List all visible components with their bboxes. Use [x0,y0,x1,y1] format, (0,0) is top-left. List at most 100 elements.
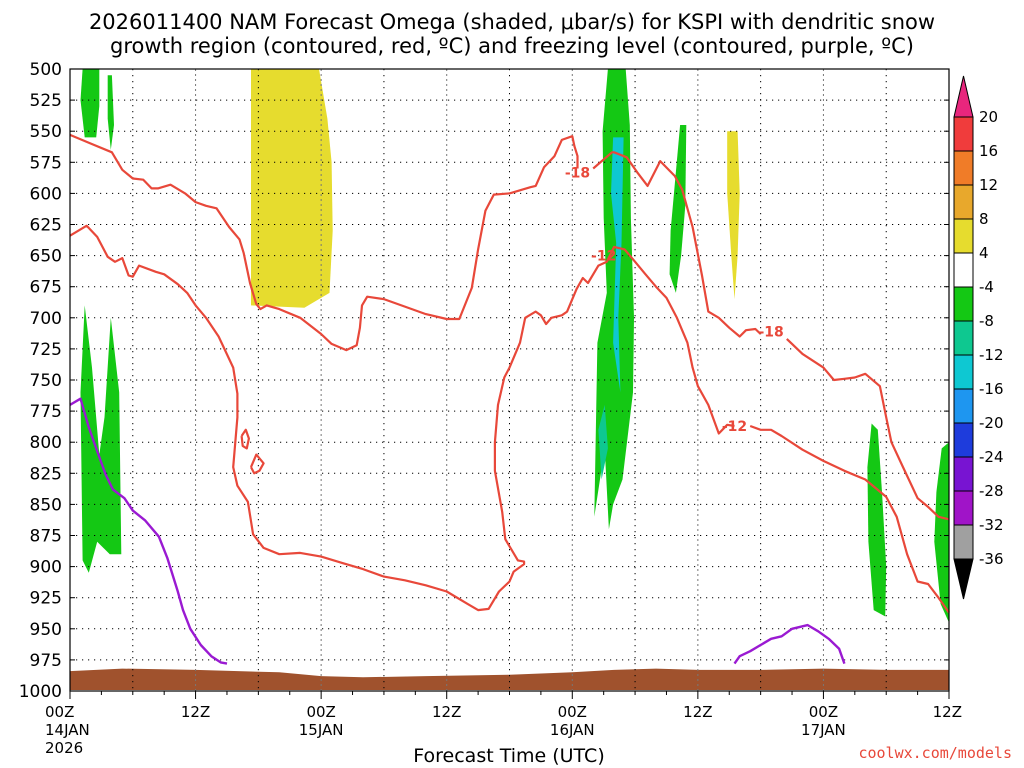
terrain-fill [70,668,949,690]
colorbar-segment [953,150,974,186]
x-tick-time: 00Z [306,703,335,721]
contour-label-0: -18 [565,165,590,181]
colorbar-segment [953,354,974,390]
y-tick-label: 500 [30,60,62,80]
credit-text[interactable]: coolwx.com/models [858,744,1012,762]
x-tick-time: 12Z [432,703,461,721]
x-tick-date: 15JAN [299,721,344,739]
y-tick-label: 850 [30,495,62,515]
omega-shading [80,69,949,623]
y-tick-label: 550 [30,122,62,142]
colorbar-label: 8 [979,210,989,228]
colorbar-label: -12 [979,346,1004,364]
y-tick-label: 900 [30,558,62,578]
colorbar-segment [953,286,974,322]
freezing-level-b [733,623,846,665]
dgz-upper-minus18 [69,133,579,352]
chart-title-line-1: 2026011400 NAM Forecast Omega (shaded, μ… [89,10,935,34]
y-tick-label: 800 [30,433,62,453]
colorbar-label: 20 [979,108,998,126]
y-tick-label: 1000 [19,682,62,702]
contour-labels: -18 -12 -18 -12 [565,165,784,435]
omega-yellow-late [727,131,740,300]
contour-label-1: -12 [591,249,616,265]
colorbar-segment [953,116,974,152]
colorbar-segment [953,388,974,424]
colorbar-label: -28 [979,482,1004,500]
omega-green-h [934,442,949,623]
colorbar-segment [953,320,974,356]
y-tick-label: 700 [30,309,62,329]
chart-title-line-2: growth region (contoured, red, ºC) and f… [110,34,914,58]
colorbar-label: -32 [979,516,1004,534]
x-tick-date: 17JAN [801,721,846,739]
y-tick-label: 975 [30,651,62,671]
colorbar-segment [953,184,974,220]
dgz-small-loop-a [240,428,250,450]
y-tick-label: 575 [30,153,62,173]
colorbar-segment [953,456,974,492]
dgz-lower-minus12-b [749,424,950,614]
omega-yellow-early [251,69,333,308]
colorbar-top-arrow [953,75,974,118]
y-tick-label: 650 [30,247,62,267]
freezing-level-a [69,397,228,665]
colorbar-label: -20 [979,414,1004,432]
grid-lines [70,69,949,691]
x-tick-time: 00Z [809,703,838,721]
omega-green-a [80,69,100,138]
y-tick-label: 775 [30,402,62,422]
omega-green-c [80,305,122,573]
colorbar-segment [953,422,974,458]
dgz-lower-minus12 [69,224,735,612]
y-tick-label: 600 [30,184,62,204]
x-tick-year: 2026 [45,739,83,757]
y-tick-label: 525 [30,91,62,111]
dgz-small-loop-b [249,453,265,475]
y-tick-label: 750 [30,371,62,391]
omega-green-b [107,75,114,150]
colorbar-segment [953,252,974,288]
x-tick-date: 16JAN [550,721,595,739]
contour-lines [69,133,950,665]
x-tick-time: 00Z [558,703,587,721]
colorbar-segment [953,524,974,560]
omega-green-f [669,125,687,293]
colorbar-label: -8 [979,312,994,330]
dgz-upper-minus18-b [592,151,762,338]
x-tick-time: 00Z [45,703,74,721]
terrain [70,668,949,690]
y-tick-label: 675 [30,278,62,298]
x-axis-label: Forecast Time (UTC) [413,745,604,767]
colorbar-label: -24 [979,448,1004,466]
colorbar-segment [953,218,974,254]
colorbar: 20 16 12 8 4 -4 -8 -12 -16 -20 -24 -28 -32 -36 [953,75,1004,600]
colorbar-label: -36 [979,550,1004,568]
colorbar-label: -4 [979,278,994,296]
y-tick-label: 625 [30,216,62,236]
colorbar-label: -16 [979,380,1004,398]
colorbar-label: 12 [979,176,998,194]
y-axis: 500 525 550 575 600 625 650 675 700 725 750 775 800 8… [19,60,949,702]
colorbar-segment [953,490,974,526]
omega-teal-d [611,137,624,393]
colorbar-bottom-arrow [953,558,974,600]
x-tick-time: 12Z [683,703,712,721]
x-tick-time: 12Z [933,703,962,721]
y-tick-label: 925 [30,589,62,609]
y-tick-label: 950 [30,620,62,640]
contour-label-2: -18 [758,324,783,340]
y-tick-label: 725 [30,340,62,360]
x-tick-time: 12Z [181,703,210,721]
x-tick-date: 14JAN [45,721,90,739]
contour-label-3: -12 [722,419,747,435]
dgz-upper-minus18-c [786,338,950,521]
omega-teal-e [598,404,608,480]
colorbar-label: 4 [979,244,989,262]
y-tick-label: 875 [30,527,62,547]
y-tick-label: 825 [30,464,62,484]
colorbar-label: 16 [979,142,998,160]
omega-green-g [867,423,887,617]
